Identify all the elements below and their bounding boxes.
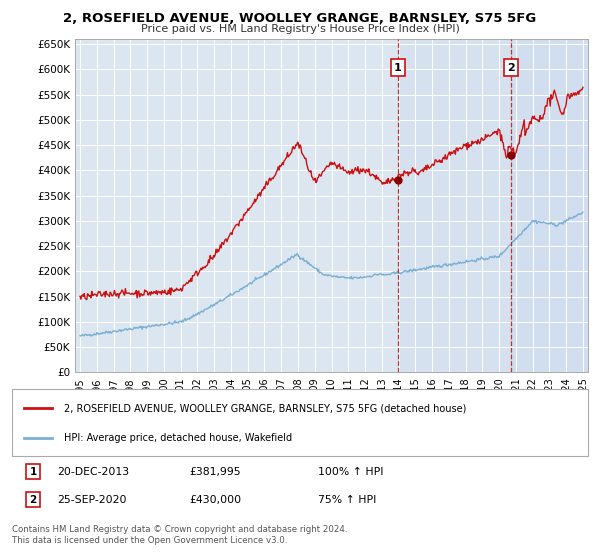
Text: £381,995: £381,995 [189, 466, 241, 477]
Text: 100% ↑ HPI: 100% ↑ HPI [318, 466, 383, 477]
Text: 75% ↑ HPI: 75% ↑ HPI [318, 494, 376, 505]
Text: 25-SEP-2020: 25-SEP-2020 [57, 494, 127, 505]
Text: 1: 1 [394, 63, 402, 73]
Text: 2: 2 [29, 494, 37, 505]
Bar [511, 39, 588, 372]
Text: Price paid vs. HM Land Registry's House Price Index (HPI): Price paid vs. HM Land Registry's House … [140, 24, 460, 34]
Text: 2, ROSEFIELD AVENUE, WOOLLEY GRANGE, BARNSLEY, S75 5FG: 2, ROSEFIELD AVENUE, WOOLLEY GRANGE, BAR… [64, 12, 536, 25]
Text: HPI: Average price, detached house, Wakefield: HPI: Average price, detached house, Wake… [64, 432, 292, 442]
Bar [398, 39, 511, 372]
Text: 1: 1 [29, 466, 37, 477]
FancyBboxPatch shape [12, 389, 588, 456]
Text: £430,000: £430,000 [189, 494, 241, 505]
Text: 20-DEC-2013: 20-DEC-2013 [57, 466, 129, 477]
Text: 2, ROSEFIELD AVENUE, WOOLLEY GRANGE, BARNSLEY, S75 5FG (detached house): 2, ROSEFIELD AVENUE, WOOLLEY GRANGE, BAR… [64, 403, 466, 413]
Text: 2: 2 [508, 63, 515, 73]
Text: Contains HM Land Registry data © Crown copyright and database right 2024.
This d: Contains HM Land Registry data © Crown c… [12, 525, 347, 545]
